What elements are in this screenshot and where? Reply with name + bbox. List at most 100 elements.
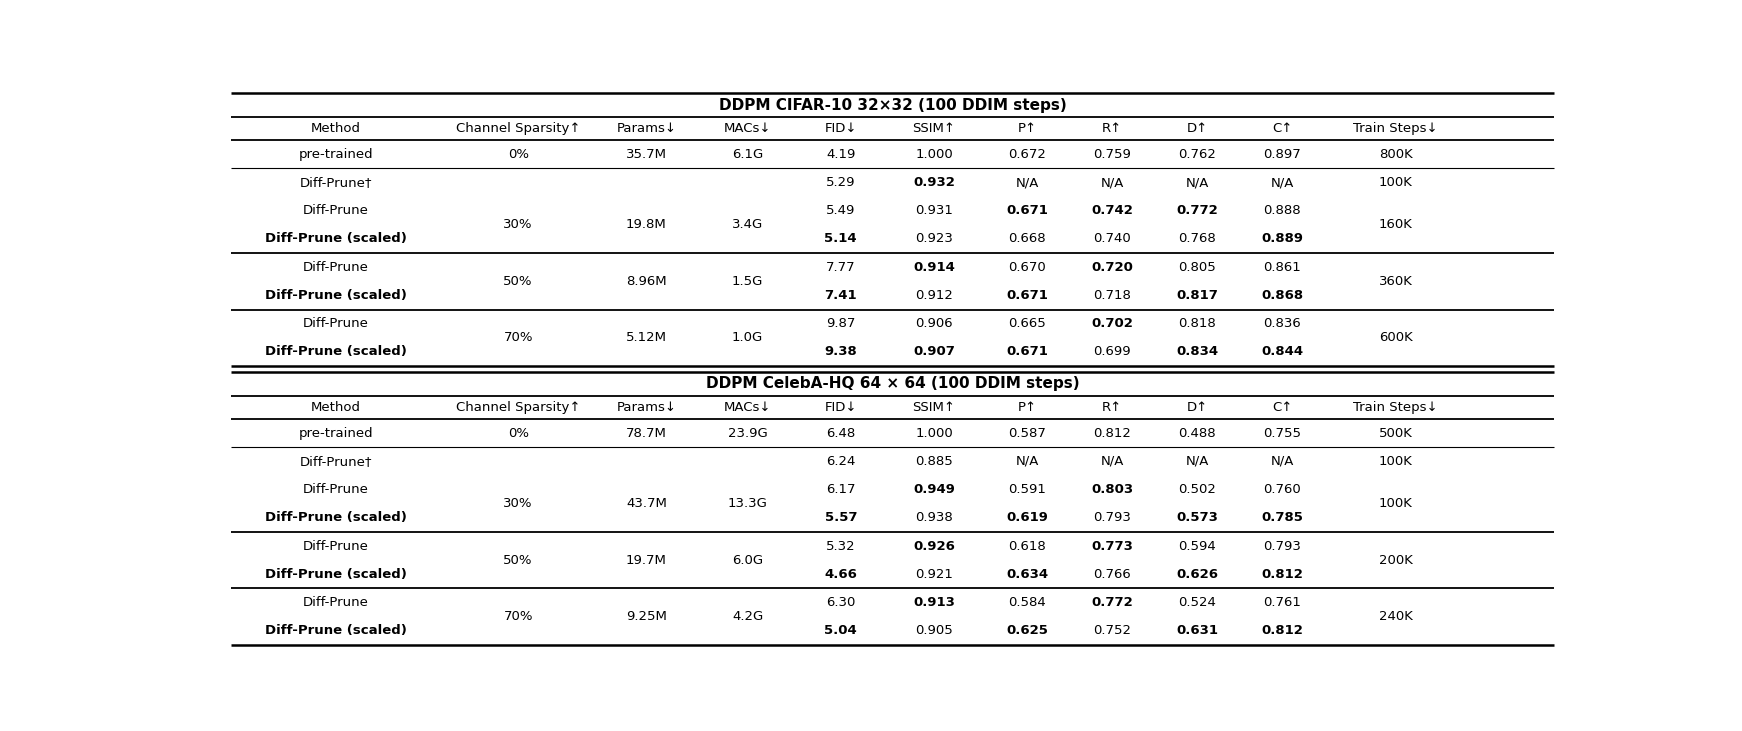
Text: Diff-Prune†: Diff-Prune†	[300, 455, 373, 468]
Text: Diff-Prune (scaled): Diff-Prune (scaled)	[265, 624, 408, 637]
Text: pre-trained: pre-trained	[298, 427, 373, 440]
Text: 0.923: 0.923	[915, 232, 953, 246]
Text: 6.1G: 6.1G	[732, 148, 763, 161]
Text: Diff-Prune (scaled): Diff-Prune (scaled)	[265, 232, 408, 246]
Text: 360K: 360K	[1378, 275, 1413, 288]
Text: 0.631: 0.631	[1176, 624, 1218, 637]
Text: 0.812: 0.812	[1261, 624, 1303, 637]
Text: 43.7M: 43.7M	[625, 497, 667, 510]
Text: 0.932: 0.932	[913, 176, 955, 189]
Text: Method: Method	[310, 122, 361, 135]
Text: 0.812: 0.812	[1261, 568, 1303, 581]
Text: D↑: D↑	[1186, 122, 1207, 135]
Text: 35.7M: 35.7M	[625, 148, 667, 161]
Text: 5.14: 5.14	[824, 232, 857, 246]
Text: 0.812: 0.812	[1094, 427, 1131, 440]
Text: C↑: C↑	[1272, 401, 1293, 414]
Text: Channel Sparsity↑: Channel Sparsity↑	[456, 401, 580, 414]
Text: MACs↓: MACs↓	[725, 122, 772, 135]
Text: 100K: 100K	[1378, 176, 1413, 189]
Text: 0.793: 0.793	[1263, 539, 1301, 553]
Text: 0.488: 0.488	[1178, 427, 1216, 440]
Text: 0.817: 0.817	[1176, 289, 1218, 302]
Text: Diff-Prune (scaled): Diff-Prune (scaled)	[265, 289, 408, 302]
Text: 30%: 30%	[503, 219, 533, 232]
Text: SSIM↑: SSIM↑	[913, 401, 955, 414]
Text: 0.671: 0.671	[1007, 204, 1049, 217]
Text: 19.8M: 19.8M	[625, 219, 667, 232]
Text: 1.5G: 1.5G	[732, 275, 763, 288]
Text: 6.30: 6.30	[826, 596, 855, 609]
Text: 0.805: 0.805	[1178, 261, 1216, 273]
Text: 4.2G: 4.2G	[732, 610, 763, 624]
Text: N/A: N/A	[1186, 455, 1209, 468]
Text: C↑: C↑	[1272, 122, 1293, 135]
Text: 0.889: 0.889	[1261, 232, 1303, 246]
Text: 0.740: 0.740	[1094, 232, 1131, 246]
Text: 8.96M: 8.96M	[625, 275, 667, 288]
Text: 0.912: 0.912	[915, 289, 953, 302]
Text: 0.803: 0.803	[1090, 483, 1134, 496]
Text: 0.760: 0.760	[1263, 483, 1301, 496]
Text: 13.3G: 13.3G	[728, 497, 768, 510]
Text: 0.759: 0.759	[1094, 148, 1131, 161]
Text: 100K: 100K	[1378, 497, 1413, 510]
Text: 0.931: 0.931	[915, 204, 953, 217]
Text: 0.587: 0.587	[1009, 427, 1045, 440]
Text: 3.4G: 3.4G	[732, 219, 763, 232]
Text: 0.897: 0.897	[1263, 148, 1301, 161]
Text: 0.720: 0.720	[1090, 261, 1132, 273]
Text: 0.949: 0.949	[913, 483, 955, 496]
Text: 0.668: 0.668	[1009, 232, 1045, 246]
Text: 0.914: 0.914	[913, 261, 955, 273]
Text: 4.19: 4.19	[826, 148, 855, 161]
Text: 0.766: 0.766	[1094, 568, 1131, 581]
Text: 9.87: 9.87	[826, 317, 855, 330]
Text: 0.772: 0.772	[1090, 596, 1132, 609]
Text: Diff-Prune†: Diff-Prune†	[300, 176, 373, 189]
Text: P↑: P↑	[1017, 122, 1036, 135]
Text: 0.671: 0.671	[1007, 289, 1049, 302]
Text: 0.752: 0.752	[1094, 624, 1131, 637]
Text: 0.868: 0.868	[1261, 289, 1303, 302]
Text: 0.793: 0.793	[1094, 512, 1131, 524]
Text: N/A: N/A	[1016, 176, 1038, 189]
Text: 30%: 30%	[503, 497, 533, 510]
Text: 0.634: 0.634	[1007, 568, 1049, 581]
Text: 0.761: 0.761	[1263, 596, 1301, 609]
Text: Diff-Prune: Diff-Prune	[303, 539, 369, 553]
Text: 0.584: 0.584	[1009, 596, 1045, 609]
Text: 0.861: 0.861	[1263, 261, 1301, 273]
Text: 6.24: 6.24	[826, 455, 855, 468]
Text: 1.000: 1.000	[915, 427, 953, 440]
Text: 0.665: 0.665	[1009, 317, 1045, 330]
Text: 0.773: 0.773	[1090, 539, 1132, 553]
Text: 0%: 0%	[507, 427, 528, 440]
Text: 0.772: 0.772	[1176, 204, 1218, 217]
Text: 0.755: 0.755	[1263, 427, 1301, 440]
Text: 240K: 240K	[1378, 610, 1413, 624]
Text: 0.524: 0.524	[1178, 596, 1216, 609]
Text: 800K: 800K	[1380, 148, 1413, 161]
Text: N/A: N/A	[1101, 176, 1124, 189]
Text: N/A: N/A	[1270, 455, 1294, 468]
Text: 6.48: 6.48	[826, 427, 855, 440]
Text: 9.25M: 9.25M	[625, 610, 667, 624]
Text: 0.762: 0.762	[1178, 148, 1216, 161]
Text: D↑: D↑	[1186, 401, 1207, 414]
Text: Diff-Prune: Diff-Prune	[303, 204, 369, 217]
Text: 0.768: 0.768	[1178, 232, 1216, 246]
Text: 0.618: 0.618	[1009, 539, 1045, 553]
Text: 1.000: 1.000	[915, 148, 953, 161]
Text: 0.625: 0.625	[1007, 624, 1049, 637]
Text: 6.17: 6.17	[826, 483, 855, 496]
Text: 70%: 70%	[503, 610, 533, 624]
Text: N/A: N/A	[1101, 455, 1124, 468]
Text: 50%: 50%	[503, 554, 533, 567]
Text: Params↓: Params↓	[617, 122, 676, 135]
Text: MACs↓: MACs↓	[725, 401, 772, 414]
Text: FID↓: FID↓	[824, 401, 857, 414]
Text: 70%: 70%	[503, 331, 533, 344]
Text: 19.7M: 19.7M	[625, 554, 667, 567]
Text: 5.12M: 5.12M	[625, 331, 667, 344]
